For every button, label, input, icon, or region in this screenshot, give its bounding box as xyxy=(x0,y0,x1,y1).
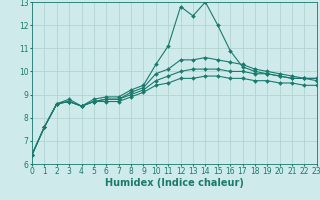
X-axis label: Humidex (Indice chaleur): Humidex (Indice chaleur) xyxy=(105,178,244,188)
